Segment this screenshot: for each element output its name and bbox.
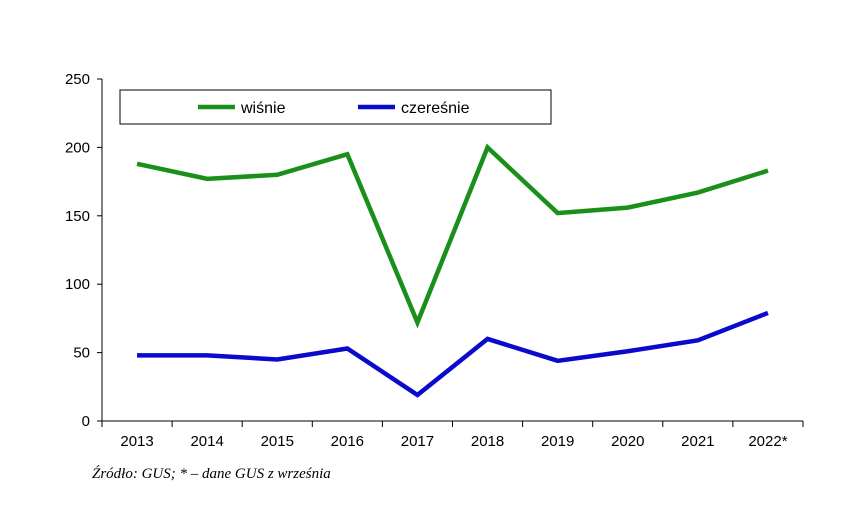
y-tick-label: 200 — [65, 139, 90, 156]
x-tick-label: 2013 — [120, 433, 153, 450]
x-tick-label: 2015 — [261, 433, 294, 450]
x-tick-label: 2016 — [331, 433, 364, 450]
x-tick-label: 2018 — [471, 433, 504, 450]
x-tick-label: 2021 — [681, 433, 714, 450]
x-tick-label: 2019 — [541, 433, 574, 450]
series-line-0 — [136, 143, 769, 329]
y-tick-label: 0 — [82, 413, 90, 430]
source-note: Źródło: GUS; * – dane GUS z września — [92, 466, 331, 482]
legend-label: wiśnie — [240, 100, 286, 117]
series-line-1 — [137, 310, 769, 398]
series-lines — [136, 143, 769, 398]
axes: 0 50 100 150 200 250 2013 2014 2015 2016 2017 2018 2… — [65, 71, 804, 450]
y-tick-label: 150 — [65, 208, 90, 225]
y-tick-label: 100 — [65, 276, 90, 293]
x-tick-label: 2017 — [401, 433, 434, 450]
y-tick-label: 50 — [73, 345, 90, 362]
y-tick-label: 250 — [65, 71, 90, 88]
x-tick-label: 2014 — [190, 433, 223, 450]
legend: wiśnie czereśnie — [119, 89, 552, 125]
x-tick-label: 2020 — [611, 433, 644, 450]
x-tick-label: 2022* — [748, 433, 787, 450]
legend-label: czereśnie — [401, 100, 470, 117]
legend-box — [119, 89, 552, 125]
